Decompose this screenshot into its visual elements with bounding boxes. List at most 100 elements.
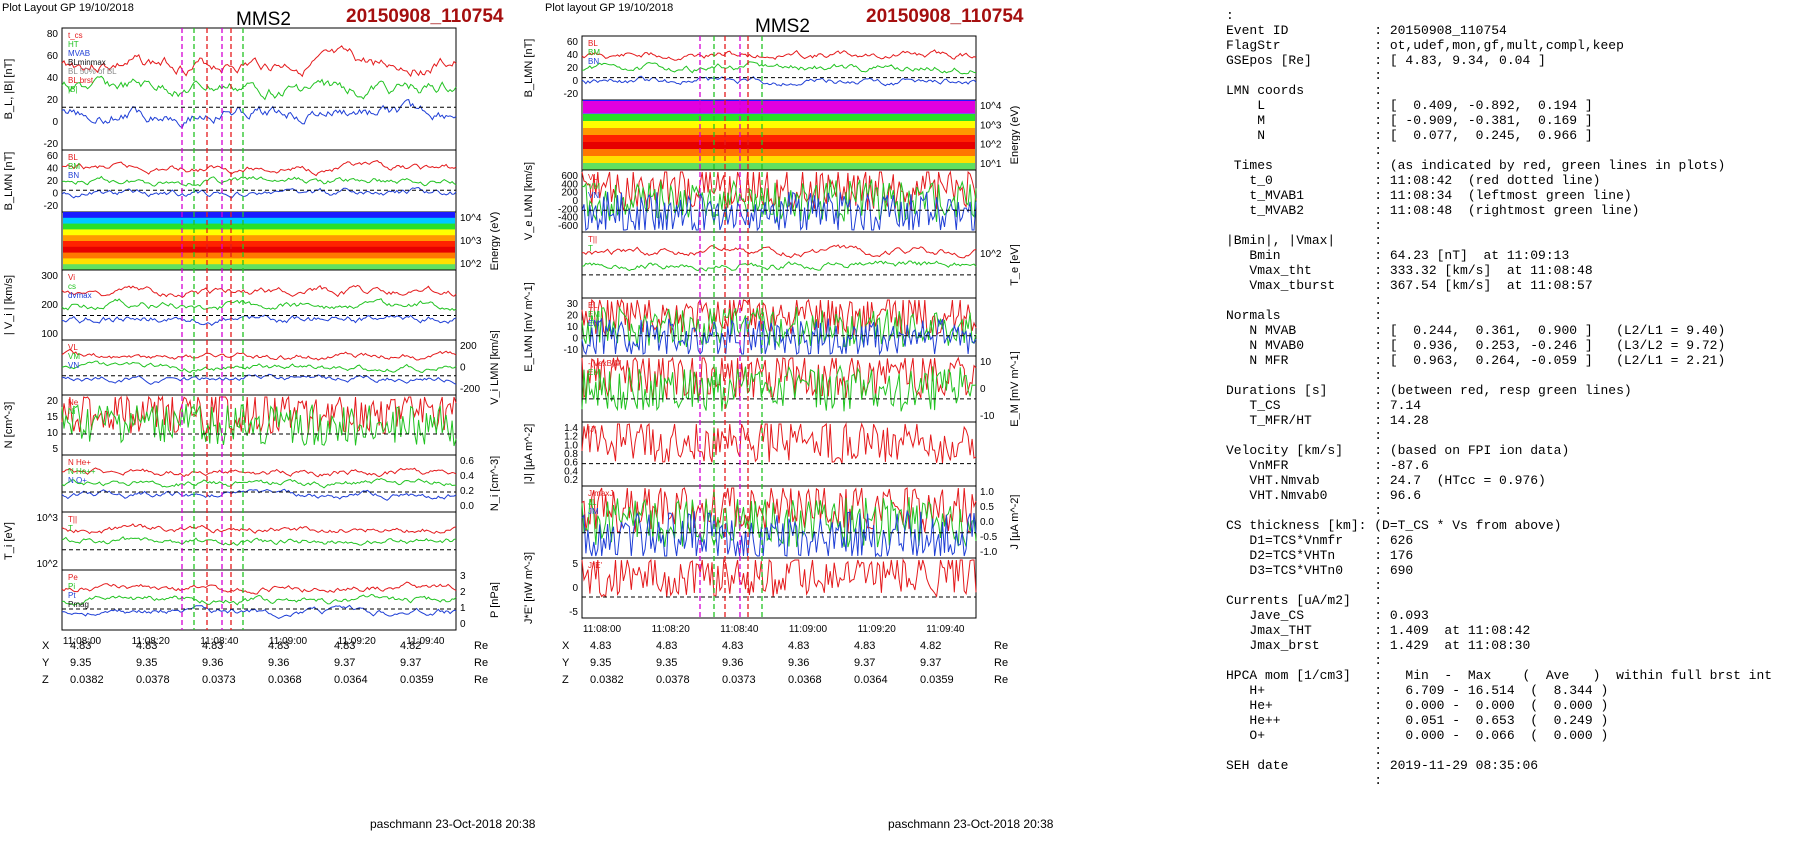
pos-label: Y bbox=[562, 657, 570, 669]
right-layout-label: Plot layout GP 19/10/2018 bbox=[545, 2, 674, 14]
spectrogram-band bbox=[583, 135, 975, 143]
series-line bbox=[581, 191, 977, 232]
info-line: : bbox=[1226, 143, 1383, 158]
info-line: GSEpos [Re] : [ 4.83, 9.34, 0.04 ] bbox=[1226, 53, 1546, 68]
right-footer: paschmann 23-Oct-2018 20:38 bbox=[888, 817, 1054, 831]
series-line bbox=[581, 422, 977, 464]
tick-label: 10^4 bbox=[980, 101, 1002, 112]
y-axis-label: | V_i | [km/s] bbox=[3, 275, 15, 335]
tick-label: -5 bbox=[569, 607, 578, 618]
series-line bbox=[581, 558, 977, 598]
info-line: He+ : 0.000 - 0.000 ( 0.000 ) bbox=[1226, 698, 1609, 713]
series-line bbox=[581, 509, 977, 558]
info-line: : bbox=[1226, 773, 1383, 788]
time-tick-label: 11:08:20 bbox=[652, 624, 691, 635]
pos-value: 0.0373 bbox=[722, 674, 756, 686]
series-line bbox=[61, 284, 457, 299]
tick-label: 5 bbox=[52, 444, 58, 455]
legend-label: T|| bbox=[588, 235, 597, 244]
tick-label: 10^3 bbox=[460, 236, 482, 247]
info-line: : bbox=[1226, 68, 1383, 83]
legend-label: J*E' bbox=[588, 561, 602, 570]
spectrogram-band bbox=[63, 241, 455, 248]
legend-label: N O+ bbox=[68, 476, 87, 485]
legend-label: T bbox=[68, 524, 73, 533]
y-axis-label: Energy (eV) bbox=[489, 212, 500, 271]
pos-unit: Re bbox=[474, 657, 489, 669]
legend-label: BL 50% of BL bbox=[68, 67, 117, 76]
info-line: HPCA mom [1/cm3] : Min - Max ( Ave ) wit… bbox=[1226, 668, 1773, 683]
pos-value: 4.83 bbox=[722, 640, 744, 652]
info-line: VHT.Nmvab0 : 96.6 bbox=[1226, 488, 1422, 503]
info-line: Jave_CS : 0.093 bbox=[1226, 608, 1429, 623]
legend-label: EM bbox=[588, 310, 600, 319]
tick-label: -0.5 bbox=[980, 532, 998, 543]
tick-label: 1 bbox=[460, 603, 466, 614]
tick-label: 300 bbox=[41, 271, 58, 282]
time-tick-label: 11:08:40 bbox=[200, 636, 239, 647]
series-line bbox=[581, 317, 977, 356]
info-line: L : [ 0.409, -0.892, 0.194 ] bbox=[1226, 98, 1593, 113]
y-axis-label: B_LMN [nT] bbox=[523, 39, 535, 98]
legend-label: EN bbox=[588, 319, 599, 328]
tick-label: 0 bbox=[980, 384, 986, 395]
panel-frame bbox=[61, 27, 457, 151]
info-line: : bbox=[1226, 293, 1383, 308]
pos-value: 9.36 bbox=[722, 657, 744, 669]
pos-unit: Re bbox=[994, 674, 1009, 686]
series-line bbox=[61, 523, 457, 535]
tick-label: 10^4 bbox=[460, 213, 482, 224]
spectrogram-band bbox=[63, 217, 455, 225]
tick-label: 200 bbox=[561, 188, 578, 199]
tick-label: 20 bbox=[47, 95, 59, 106]
tick-label: -600 bbox=[558, 221, 578, 232]
info-line: FlagStr : ot,udef,mon,gf,mult,compl,keep bbox=[1226, 38, 1624, 53]
tick-label: 5 bbox=[572, 559, 578, 570]
tick-label: 2 bbox=[460, 587, 466, 598]
legend-label: Pmag bbox=[68, 600, 89, 609]
right-spacecraft-title: MMS2 bbox=[755, 16, 810, 37]
series-line bbox=[61, 99, 457, 129]
left-pos-y-row: Y 9.35 9.35 9.36 9.36 9.37 9.37 Re bbox=[42, 657, 488, 669]
series-line bbox=[61, 477, 456, 489]
legend-label: VN bbox=[68, 361, 79, 370]
legend-label: cs bbox=[68, 282, 76, 291]
tick-label: 1.4 bbox=[564, 423, 578, 434]
legend-label: Pe bbox=[68, 573, 78, 582]
tick-label: 0 bbox=[572, 334, 578, 345]
left-pos-x-row: X 4.83 4.83 4.83 4.83 4.83 4.82 Re bbox=[42, 640, 488, 652]
tick-label: 3 bbox=[460, 571, 466, 582]
y-axis-label: N [cm^-3] bbox=[3, 402, 15, 449]
y-axis-label: E_LMN [mV m^-1] bbox=[523, 282, 535, 372]
left-event-title: 20150908_110754 bbox=[346, 6, 504, 27]
pos-value: 9.37 bbox=[400, 657, 422, 669]
pos-value: 0.0382 bbox=[70, 674, 104, 686]
spectrogram-band bbox=[583, 128, 975, 136]
info-line: N : [ 0.077, 0.245, 0.966 ] bbox=[1226, 128, 1593, 143]
y-axis-label: E_M [mV m^-1] bbox=[1009, 351, 1020, 426]
panel: J*E' 5 0 -5 J*E' [nW m^-3] bbox=[523, 552, 977, 624]
y-axis-label: Energy (eV) bbox=[1009, 106, 1020, 165]
panel: |J| 1.41.21.00.80.60.40.2 |J| [µA m^-2] bbox=[523, 421, 977, 487]
pos-unit: Re bbox=[994, 657, 1009, 669]
left-layout-label: Plot Layout GP 19/10/2018 bbox=[2, 2, 134, 14]
tick-label: 60 bbox=[47, 51, 59, 62]
left-footer: paschmann 23-Oct-2018 20:38 bbox=[370, 817, 536, 831]
spectrogram-band bbox=[583, 142, 975, 150]
y-axis-label: T_i [eV] bbox=[3, 522, 15, 560]
time-tick-label: 11:09:00 bbox=[789, 624, 828, 635]
time-tick-label: 11:09:00 bbox=[269, 636, 308, 647]
time-tick-label: 11:08:20 bbox=[132, 636, 171, 647]
info-line: N MVAB0 : [ 0.936, 0.253, -0.246 ] (L3/L… bbox=[1226, 338, 1726, 353]
tick-label: 20 bbox=[567, 311, 579, 322]
legend-label: VM bbox=[68, 352, 80, 361]
info-line: |Bmin|, |Vmax| : bbox=[1226, 233, 1383, 248]
info-line: Vmax_tburst : 367.54 [km/s] at 11:08:57 bbox=[1226, 278, 1593, 293]
pos-value: 9.36 bbox=[202, 657, 224, 669]
panel-frame bbox=[581, 421, 977, 487]
